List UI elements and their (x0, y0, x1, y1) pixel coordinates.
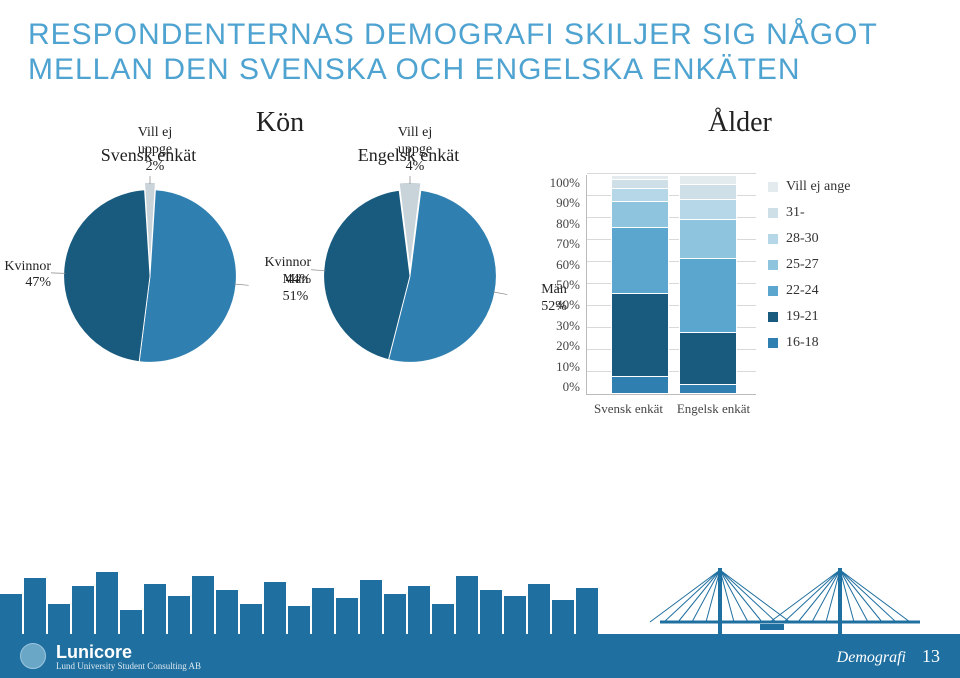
legend-item: 25-27 (768, 257, 850, 273)
bar-segment (612, 227, 668, 292)
y-tick: 70% (540, 236, 580, 252)
x-tick: Engelsk enkät (674, 401, 754, 417)
kon-title: Kön (20, 107, 540, 139)
alder-title: Ålder (540, 107, 940, 139)
pie-slice (64, 190, 150, 362)
kon-subtitles-row: Svensk enkät Engelsk enkät (20, 145, 540, 172)
legend-swatch (768, 260, 778, 270)
stacked-bar-area: 0% 10% 20% 30% 40% 50% 60% 70% 80% 90% 100% Vill e… (540, 175, 940, 395)
legend-label: 28-30 (786, 231, 819, 247)
bar-segment (680, 258, 736, 332)
legend-item: 16-18 (768, 335, 850, 351)
legend-item: 22-24 (768, 283, 850, 299)
y-tick: 80% (540, 216, 580, 232)
bar-segment (612, 179, 668, 188)
bar-plot (586, 175, 756, 395)
bar-segment (680, 199, 736, 219)
bar-segment (612, 188, 668, 201)
university-seal-icon (20, 643, 46, 669)
y-tick: 100% (540, 175, 580, 191)
title-line-2: MELLAN DEN SVENSKA OCH ENGELSKA ENKÄTEN (28, 53, 801, 86)
charts-row: Kön Svensk enkät Engelsk enkät Vill ej u… (0, 107, 960, 417)
legend-swatch (768, 286, 778, 296)
stacked-bar (611, 174, 669, 394)
pie-slice-label: Vill ej uppge4% (380, 125, 450, 175)
bar-segment (680, 184, 736, 199)
y-tick: 60% (540, 257, 580, 273)
bar-segment (680, 332, 736, 384)
stacked-bar (679, 174, 737, 394)
footer-left: Lunicore Lund University Student Consult… (20, 642, 201, 671)
footer-bar: Lunicore Lund University Student Consult… (0, 634, 960, 678)
pie-slice-label: Kvinnor47% (0, 259, 51, 293)
legend-label: 19-21 (786, 309, 819, 325)
legend-swatch (768, 338, 778, 348)
alder-section: Ålder 0% 10% 20% 30% 40% 50% 60% 70% 80% 90% 100% … (540, 107, 940, 417)
bar-segment (680, 384, 736, 393)
legend-swatch (768, 234, 778, 244)
legend-label: 25-27 (786, 257, 819, 273)
title-line-1: RESPONDENTERNAS DEMOGRAFI SKILJER SIG NÅ… (28, 18, 878, 51)
pie-slice (139, 190, 236, 363)
y-tick: 0% (540, 379, 580, 395)
legend-swatch (768, 312, 778, 322)
bar-segment (680, 175, 736, 184)
y-tick: 90% (540, 195, 580, 211)
brand-name: Lunicore (56, 642, 201, 663)
y-tick: 50% (540, 277, 580, 293)
brand-tagline: Lund University Student Consulting AB (56, 661, 201, 671)
pie-engelsk: Vill ej uppge4%Män52%Kvinnor44% (290, 176, 530, 416)
bar-segment (612, 201, 668, 227)
pies-row: Vill ej uppge2%Män51%Kvinnor47% Vill ej … (20, 172, 540, 416)
bar-segment (680, 219, 736, 258)
bar-segment (612, 293, 668, 376)
y-tick: 10% (540, 359, 580, 375)
y-axis: 0% 10% 20% 30% 40% 50% 60% 70% 80% 90% 100% (540, 175, 586, 395)
pie-svensk: Vill ej uppge2%Män51%Kvinnor47% (30, 176, 270, 416)
y-tick: 20% (540, 338, 580, 354)
legend-item: 28-30 (768, 231, 850, 247)
legend-label: Vill ej ange (786, 179, 850, 195)
legend-label: 16-18 (786, 335, 819, 351)
legend-label: 22-24 (786, 283, 819, 299)
pie-engelsk-svg (310, 176, 510, 376)
bar-segment (612, 376, 668, 393)
legend-swatch (768, 182, 778, 192)
pie-svensk-svg (50, 176, 250, 376)
pie-slice-label: Kvinnor44% (241, 255, 311, 289)
legend-label: 31- (786, 205, 805, 221)
legend: Vill ej ange 31- 28-30 25-27 22-24 19-21 16-18 (768, 179, 850, 395)
legend-swatch (768, 208, 778, 218)
page-number: 13 (922, 646, 940, 667)
x-tick: Svensk enkät (589, 401, 669, 417)
legend-item: 31- (768, 205, 850, 221)
x-axis: Svensk enkät Engelsk enkät (586, 401, 756, 417)
legend-item: Vill ej ange (768, 179, 850, 195)
footer-section: Demografi (837, 649, 906, 667)
pie-slice-label: Vill ej uppge2% (120, 125, 190, 175)
skyline-decoration (0, 562, 960, 634)
slide-title: RESPONDENTERNAS DEMOGRAFI SKILJER SIG NÅ… (0, 0, 960, 87)
legend-item: 19-21 (768, 309, 850, 325)
kon-section: Kön Svensk enkät Engelsk enkät Vill ej u… (20, 107, 540, 416)
y-tick: 30% (540, 318, 580, 334)
y-tick: 40% (540, 297, 580, 313)
footer-right: Demografi 13 (837, 646, 940, 667)
brand-block: Lunicore Lund University Student Consult… (56, 642, 201, 671)
